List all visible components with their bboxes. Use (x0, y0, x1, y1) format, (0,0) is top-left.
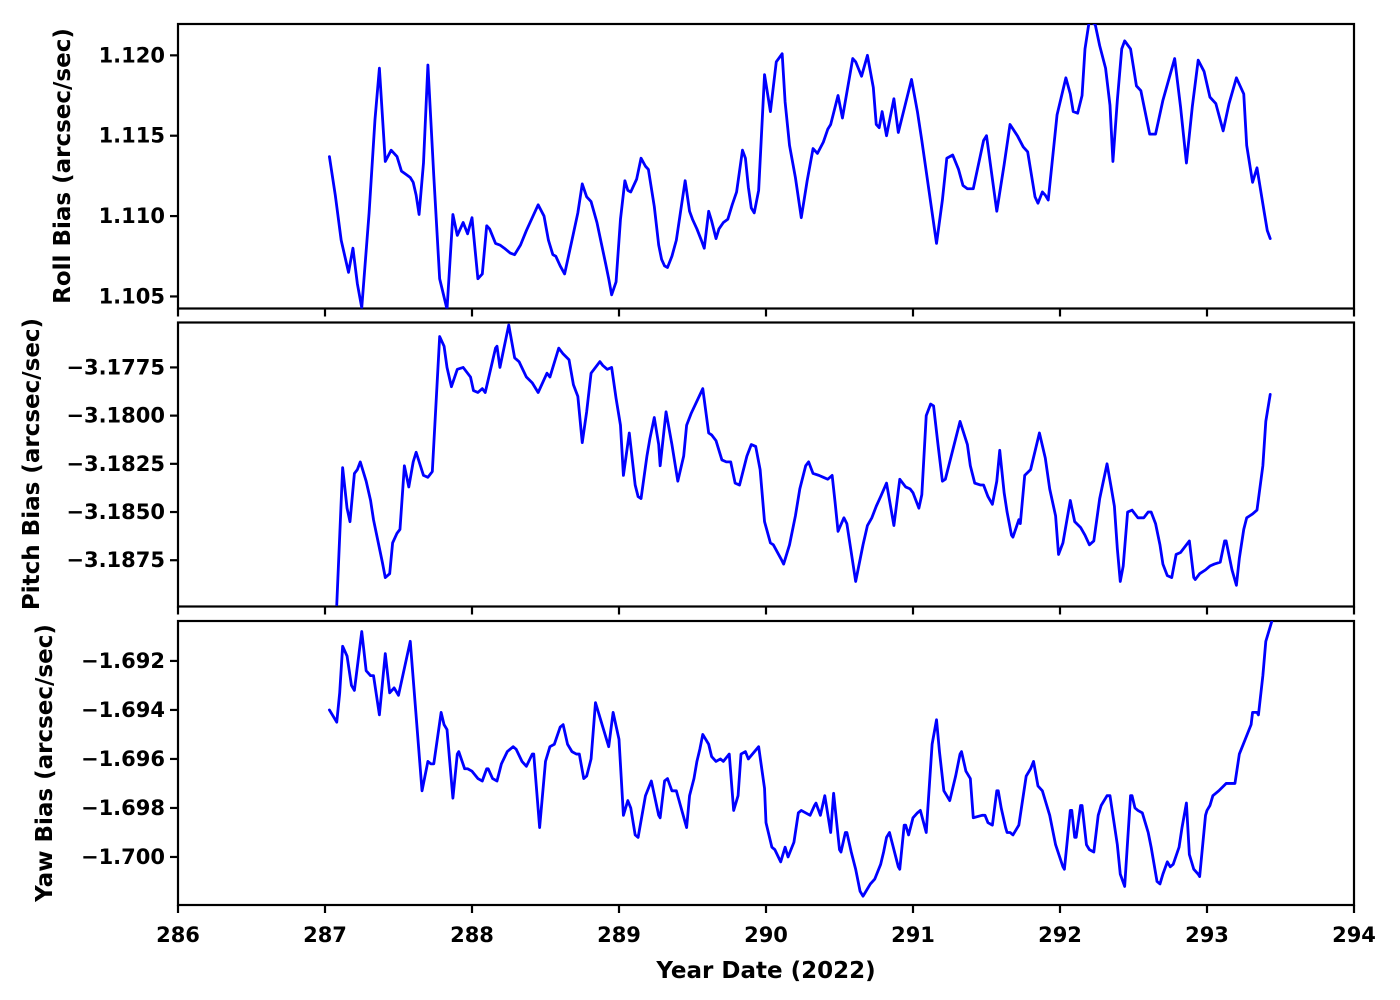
x-axis-title: Year Date (2022) (656, 958, 876, 984)
yaw-bias-y-tick-label: −1.692 (81, 649, 165, 673)
pitch-bias-y-tick-label: −3.1825 (66, 452, 165, 476)
x-tick-label: 286 (156, 923, 200, 947)
yaw-bias-y-tick-label: −1.700 (81, 845, 165, 869)
x-tick-label: 294 (1332, 923, 1376, 947)
x-tick-label: 287 (303, 923, 347, 947)
roll-bias-y-tick-label: 1.115 (99, 124, 165, 148)
x-tick-label: 288 (450, 923, 494, 947)
roll-y-axis-title: Roll Bias (arcsec/sec) (50, 28, 76, 304)
pitch-bias-y-tick-label: −3.1875 (66, 548, 165, 572)
x-tick-label: 293 (1185, 923, 1229, 947)
roll-bias-y-tick-label: 1.105 (99, 284, 165, 308)
x-tick-label: 291 (891, 923, 935, 947)
pitch-bias-y-tick-label: −3.1850 (66, 500, 165, 524)
yaw-y-axis-title: Yaw Bias (arcsec/sec) (32, 624, 58, 902)
pitch-y-axis-title: Pitch Bias (arcsec/sec) (19, 317, 45, 611)
roll-bias-series-line (328, 24, 1272, 309)
x-tick-label: 292 (1038, 923, 1082, 947)
yaw-bias-y-tick-label: −1.694 (81, 698, 165, 722)
pitch-bias-series-line (335, 323, 1272, 606)
yaw-bias-plot-frame (176, 619, 1356, 907)
pitch-bias-y-tick-label: −3.1775 (66, 355, 165, 379)
yaw-bias-series-line (328, 621, 1274, 898)
pitch-bias-plot-frame (176, 321, 1356, 608)
x-tick-label: 290 (744, 923, 788, 947)
roll-bias-y-tick-label: 1.110 (99, 204, 165, 228)
yaw-bias-y-tick-label: −1.696 (81, 747, 165, 771)
roll-bias-y-tick-label: 1.120 (99, 43, 165, 67)
roll-bias-plot-frame (176, 22, 1356, 310)
x-tick-label: 289 (597, 923, 641, 947)
pitch-bias-y-tick-label: −3.1800 (66, 404, 165, 428)
yaw-bias-y-tick-label: −1.698 (81, 796, 165, 820)
